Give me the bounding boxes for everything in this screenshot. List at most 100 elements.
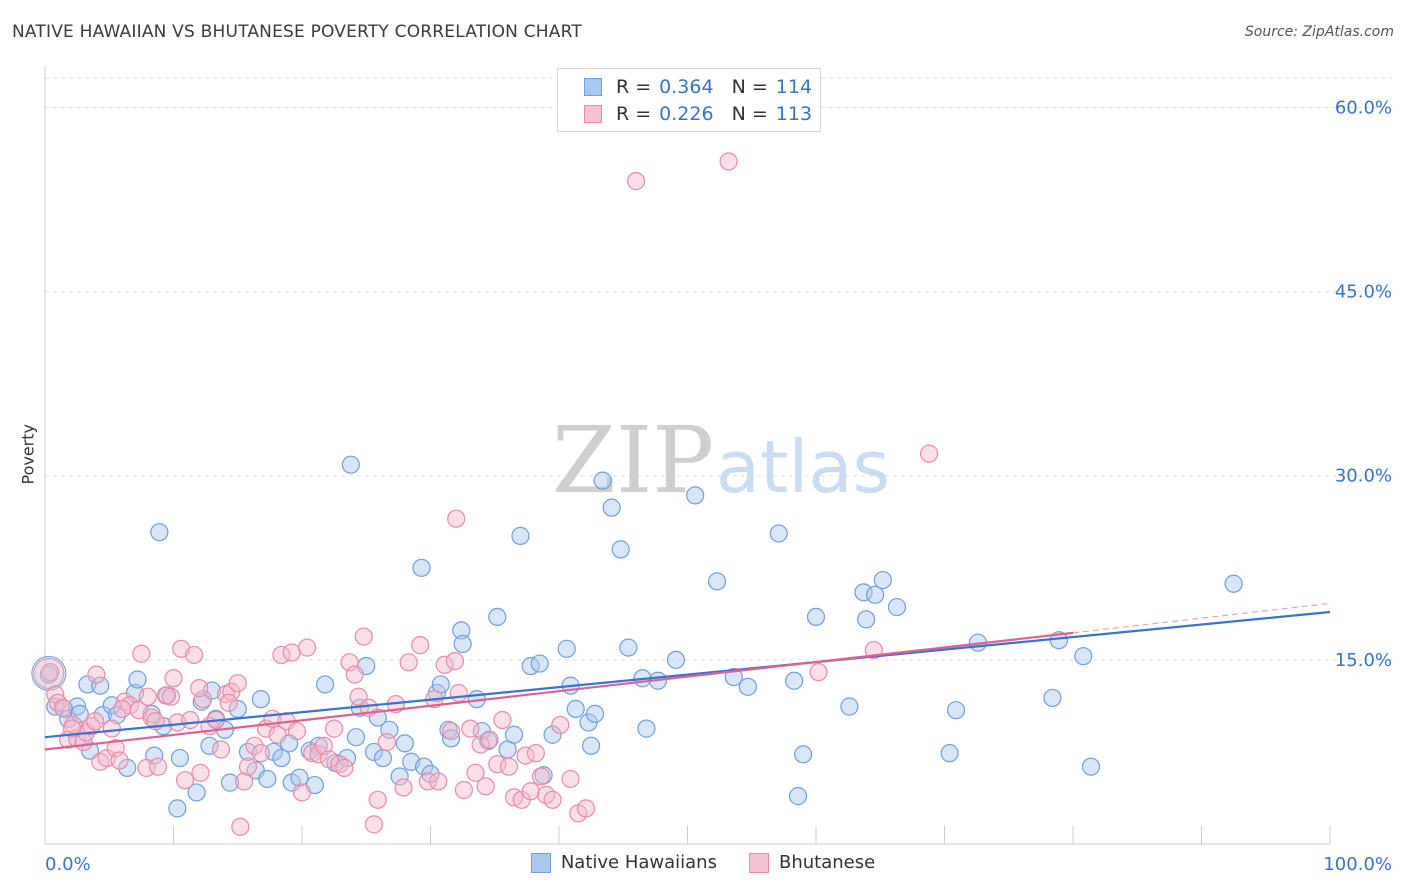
data-point-bhutanese (466, 763, 485, 782)
data-point-bhutanese (429, 772, 448, 791)
data-point-native-hawaiian (543, 725, 562, 744)
data-point-bhutanese (480, 730, 499, 749)
watermark-atlas: atlas (716, 425, 890, 509)
data-point-native-hawaiian (806, 607, 826, 627)
y-tick-label: 60.0% (1335, 97, 1392, 118)
data-point-bhutanese (41, 663, 60, 682)
data-point-native-hawaiian (373, 748, 393, 768)
data-point-native-hawaiian (840, 697, 859, 716)
data-point-native-hawaiian (1224, 574, 1243, 593)
legend-row-bhutanese: R = 0.226 N = 113 (584, 102, 812, 126)
chart-title: NATIVE HAWAIIAN VS BHUTANESE POVERTY COR… (12, 22, 582, 42)
series-native-hawaiians (31, 455, 1243, 818)
data-point-bhutanese (181, 710, 200, 730)
legend-label: Native Hawaiians (560, 852, 717, 873)
tick-labels: 15.0% 30.0% 45.0% 60.0% 0.0% 100.0% (45, 97, 1392, 875)
legend-n-label: N = (731, 76, 768, 98)
data-point-bhutanese (435, 655, 454, 674)
legend-swatch-pink (584, 105, 602, 123)
data-point-native-hawaiian (346, 728, 366, 747)
data-point-native-hawaiian (511, 526, 530, 545)
trend-line-native-hawaiians (44, 610, 1331, 739)
data-point-bhutanese (919, 444, 939, 463)
data-point-bhutanese (543, 790, 562, 809)
data-point-native-hawaiian (1043, 688, 1062, 708)
data-point-native-hawaiian (220, 773, 240, 792)
data-point-native-hawaiian (170, 748, 190, 768)
correlation-legend: R = 0.364 N = 114 R = 0.226 N = 113 (557, 68, 821, 132)
data-point-native-hawaiian (585, 704, 605, 723)
data-point-native-hawaiian (414, 757, 434, 776)
legend-r-label: R = (616, 76, 652, 98)
data-point-native-hawaiian (619, 638, 638, 657)
data-point-native-hawaiian (794, 745, 813, 764)
data-point-bhutanese (476, 777, 495, 796)
data-point-native-hawaiian (421, 764, 440, 784)
legend-swatch-blue (530, 852, 551, 873)
legend-item-native-hawaiians[interactable]: Native Hawaiians (530, 852, 717, 873)
data-point-native-hawaiian (854, 583, 873, 602)
data-point-native-hawaiian (341, 455, 360, 474)
y-tick-label: 30.0% (1335, 466, 1392, 487)
data-point-native-hawaiian (1081, 757, 1101, 776)
data-point-bhutanese (164, 669, 183, 688)
data-point-native-hawaiian (873, 570, 892, 590)
data-point-native-hawaiian (866, 585, 885, 604)
series-legend: Native Hawaiians Bhutanese (0, 852, 1406, 873)
source-label: Source: ZipAtlas.com (1244, 24, 1394, 40)
data-point-native-hawaiian (557, 639, 576, 658)
x-tick-label: 100.0% (1323, 854, 1392, 875)
data-point-bhutanese (298, 638, 317, 657)
data-point-native-hawaiian (258, 769, 277, 789)
data-point-native-hawaiian (940, 744, 959, 763)
watermark: ZIP atlas (552, 407, 890, 514)
data-point-native-hawaiian (251, 690, 270, 709)
legend-r-label: R = (616, 103, 652, 125)
legend-n-label: N = (731, 103, 768, 125)
data-point-bhutanese (531, 767, 551, 786)
data-point-bhutanese (231, 817, 250, 836)
data-point-bhutanese (62, 719, 82, 738)
data-point-bhutanese (148, 757, 168, 776)
data-point-native-hawaiian (582, 736, 601, 755)
data-point-bhutanese (282, 643, 301, 662)
data-point-native-hawaiian (453, 634, 472, 654)
data-point-bhutanese (112, 699, 132, 719)
data-point-native-hawaiian (788, 787, 808, 806)
data-point-bhutanese (325, 719, 344, 738)
axes (44, 66, 1331, 845)
data-point-bhutanese (319, 750, 339, 769)
data-point-native-hawaiian (290, 768, 309, 787)
data-point-bhutanese (292, 783, 312, 802)
data-point-bhutanese (238, 757, 258, 776)
data-point-bhutanese (228, 674, 247, 693)
data-point-bhutanese (499, 757, 518, 776)
y-tick-label: 15.0% (1335, 650, 1392, 671)
data-point-bhutanese (110, 751, 129, 770)
data-point-native-hawaiian (707, 572, 727, 591)
data-point-bhutanese (137, 758, 156, 777)
data-point-native-hawaiian (946, 701, 966, 720)
data-point-bhutanese (86, 712, 105, 731)
data-point-bhutanese (193, 690, 213, 709)
data-point-native-hawaiian (412, 558, 431, 577)
data-point-native-hawaiian (128, 670, 147, 689)
data-point-bhutanese (526, 744, 545, 763)
data-point-bhutanese (411, 636, 430, 655)
series-bhutanese (33, 152, 939, 836)
data-point-bhutanese (488, 755, 507, 774)
data-point-native-hawaiian (611, 540, 630, 559)
data-point-bhutanese (445, 651, 465, 671)
legend-item-bhutanese[interactable]: Bhutanese (748, 852, 875, 873)
data-point-bhutanese (53, 698, 73, 717)
data-point-native-hawaiian (200, 736, 219, 755)
y-tick-label: 45.0% (1335, 282, 1392, 303)
data-point-bhutanese (287, 721, 306, 741)
data-point-native-hawaiian (316, 675, 335, 694)
data-point-bhutanese (335, 758, 354, 777)
legend-r-value: 0.364 (659, 76, 714, 98)
data-point-bhutanese (399, 653, 418, 672)
data-point-native-hawaiian (91, 676, 110, 695)
data-point-native-hawaiian (785, 671, 804, 690)
